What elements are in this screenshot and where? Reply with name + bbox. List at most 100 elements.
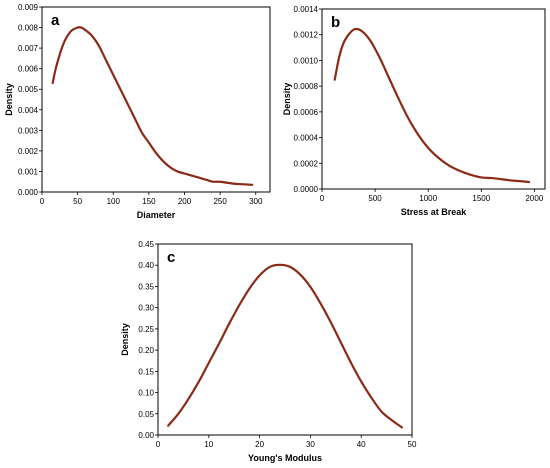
x-tick-label: 20 [255,440,264,449]
data-point [528,181,530,183]
panel-letter: c [167,249,175,266]
data-point [353,28,355,31]
plot-frame-c [157,243,413,436]
data-point [385,70,387,72]
data-point [208,362,210,364]
y-tick-label: 0.0004 [294,134,319,143]
y-tick-label: 0.002 [18,147,39,156]
data-point [363,32,366,35]
plot-frame-b [321,8,546,190]
y-axis-label: Density [120,323,130,356]
x-axis-label: Young's Modulus [248,453,322,463]
data-point [226,182,228,184]
data-point [205,179,207,181]
data-point [374,48,376,50]
data-point [279,264,281,266]
data-point [191,174,193,177]
data-point [162,160,164,162]
data-point [269,266,271,268]
data-point [416,133,419,135]
y-tick-label: 0.25 [138,325,154,334]
x-axis-label: Diameter [137,210,176,220]
data-point [198,381,200,383]
y-tick-label: 0.45 [138,240,154,249]
x-tick-label: 500 [368,194,382,203]
y-tick-label: 0.006 [18,65,39,74]
data-point [198,177,200,179]
y-tick-label: 0.05 [138,410,154,419]
data-point [134,117,136,119]
data-point [338,57,340,59]
y-axis-label: Density [282,83,292,116]
data-point [218,343,220,345]
data-point [69,31,72,33]
x-axis-label: Stress at Break [401,207,468,217]
data-point [238,304,240,306]
y-tick-label: 0.10 [138,389,154,398]
data-point [251,184,253,186]
y-tick-label: 0.005 [18,85,39,94]
data-point [212,181,214,183]
data-point [401,426,403,428]
data-point [98,45,100,47]
data-point [233,183,235,185]
data-point [330,321,332,323]
y-tick-label: 0.0012 [294,31,319,40]
data-point [395,93,397,95]
data-point [187,398,190,400]
data-point [259,274,261,277]
y-tick-label: 0.20 [138,346,154,355]
data-point [148,142,150,144]
data-point [141,131,143,133]
data-point [228,323,230,325]
data-point [91,35,93,37]
x-tick-label: 50 [73,197,82,206]
y-tick-label: 0.001 [18,167,39,176]
panel-b: 0 500 1000 1500 2000 0.0000 0.0002 0.0004 0.0006… [282,5,546,217]
data-point [77,26,79,29]
data-point [512,180,514,182]
data-point [55,66,57,68]
panel-a: 0 50 100 150 200 250 300 0.000 0.001 0.002 0.003 0.… [4,3,271,220]
x-tick-label: 0 [320,194,325,203]
y-tick-label: 0.30 [138,304,154,313]
data-point [501,178,504,180]
density-curve-a [51,26,254,186]
y-tick-label: 0.0010 [294,56,319,65]
data-point [219,181,221,183]
y-tick-label: 0.0000 [294,185,319,194]
density-curve-c [167,263,403,429]
data-point [427,147,429,149]
data-point [379,58,382,60]
data-point [62,43,64,45]
data-point [391,419,393,421]
x-tick-label: 300 [249,197,263,206]
y-tick-label: 0.15 [138,367,154,376]
data-point [176,170,178,173]
data-point [248,287,251,290]
data-point [112,74,114,76]
data-point [319,302,322,305]
panel-letter: a [51,12,60,29]
data-point [334,79,336,81]
data-point [155,152,157,154]
data-point [360,380,362,383]
data-point [459,170,461,172]
panel-c: 0 10 20 30 40 50 0.00 0.05 0.10 0.15 0.20 0.25 0.30 0… [120,240,417,463]
data-point [183,172,186,175]
plot-frame-a [41,6,271,193]
data-point [177,413,179,415]
data-point [240,183,243,185]
x-tick-label: 150 [142,197,156,206]
y-tick-label: 0.008 [18,24,39,33]
y-tick-label: 0.40 [138,261,154,270]
data-point [167,425,169,427]
x-tick-label: 200 [178,197,192,206]
x-tick-label: 40 [357,440,366,449]
data-point [299,273,301,276]
y-tick-label: 0.0002 [294,159,319,168]
y-tick-label: 0.000 [18,188,39,197]
density-curve-b [333,27,531,184]
x-tick-label: 30 [306,440,315,449]
